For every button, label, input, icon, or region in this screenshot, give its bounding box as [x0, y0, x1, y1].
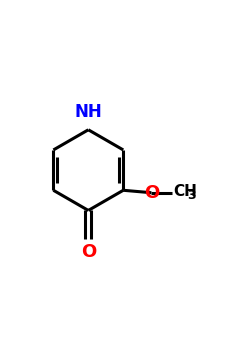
- Text: O: O: [81, 243, 96, 261]
- Text: CH: CH: [173, 184, 197, 199]
- Text: NH: NH: [74, 103, 102, 121]
- Text: 3: 3: [188, 189, 196, 202]
- Text: O: O: [144, 184, 159, 202]
